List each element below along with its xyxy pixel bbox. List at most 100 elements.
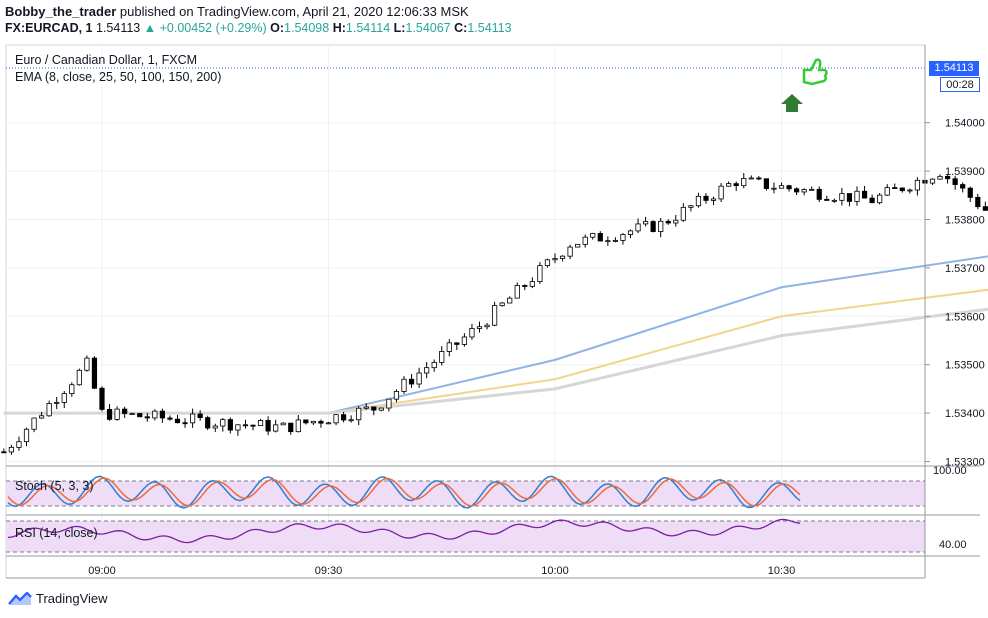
close-label: C: <box>454 21 468 35</box>
candle-body <box>295 419 301 433</box>
candle-body <box>597 233 603 242</box>
candle-body <box>507 297 513 304</box>
y-tick-label: 1.53900 <box>945 166 985 178</box>
up-arrow-icon: ▲ <box>143 21 157 35</box>
candle-body <box>250 424 256 427</box>
candle-body <box>861 190 868 199</box>
candle-body <box>386 398 392 409</box>
candle-body <box>114 408 120 420</box>
candle-body <box>907 189 913 192</box>
x-tick-label: 10:30 <box>768 565 796 577</box>
candle-body <box>265 420 271 432</box>
candle-body <box>137 413 143 418</box>
candle-body <box>310 420 317 424</box>
candle-body <box>144 416 150 419</box>
candle-body <box>69 384 75 394</box>
candle-body <box>718 185 724 200</box>
candle-body <box>378 407 384 411</box>
high-value: 1.54114 <box>345 21 391 35</box>
candle-body <box>129 413 135 415</box>
candle-body <box>408 378 415 385</box>
candle-body <box>16 441 22 448</box>
candle-body <box>242 424 249 427</box>
candle-body <box>673 219 679 224</box>
candle-body <box>31 417 37 430</box>
candle-body <box>174 418 181 424</box>
open-label: O: <box>270 21 285 35</box>
candle-body <box>839 193 845 201</box>
candle-body <box>205 417 211 429</box>
candle-body <box>537 265 543 282</box>
candle-body <box>726 183 732 187</box>
candle-body <box>416 372 422 385</box>
candle-body <box>23 428 30 443</box>
candles <box>1 173 988 455</box>
candle-body <box>189 413 196 424</box>
thumbs-up-icon <box>802 58 828 86</box>
candle-body <box>167 417 173 420</box>
candle-body <box>741 178 747 187</box>
candle-body <box>227 419 233 431</box>
candle-body <box>469 328 475 338</box>
rsi-band <box>6 521 925 552</box>
legend-stoch[interactable]: Stoch (5, 3, 3) <box>15 479 94 493</box>
candle-body <box>529 281 535 287</box>
ohlc-bar: FX:EURCAD, 1 1.54113 ▲ +0.00452 (+0.29%)… <box>5 21 512 35</box>
candle-body <box>831 199 837 202</box>
candle-body <box>257 420 264 427</box>
candle-body <box>710 198 717 201</box>
candle-body <box>794 188 800 193</box>
candle-body <box>91 357 98 389</box>
open-value: 1.54098 <box>284 21 330 35</box>
high-label: H: <box>332 21 346 35</box>
candle-body <box>288 422 294 433</box>
author-name[interactable]: Bobby_the_trader <box>5 4 117 19</box>
candle-body <box>348 419 354 422</box>
candle-body <box>786 185 792 190</box>
candle-body <box>99 387 105 410</box>
rsi-line <box>7 518 801 544</box>
candle-body <box>756 177 762 180</box>
candle-body <box>695 195 702 207</box>
legend-ema[interactable]: EMA (8, close, 25, 50, 100, 150, 200) <box>15 70 222 84</box>
candle-body <box>159 410 165 419</box>
candle-body <box>197 413 203 419</box>
candle-body <box>446 342 452 352</box>
change-value: +0.00452 (+0.29%) <box>159 21 267 35</box>
candle-body <box>582 236 588 245</box>
candle-body <box>39 415 45 419</box>
candle-body <box>484 324 490 328</box>
candle-body <box>46 403 52 417</box>
y-tick-label: 1.53600 <box>945 311 985 323</box>
ema-line <box>3 307 988 415</box>
candle-body <box>439 351 445 363</box>
candle-body <box>816 188 822 200</box>
candle-body <box>454 342 460 345</box>
footer-brand[interactable]: TradingView <box>8 591 108 606</box>
stoch-tick-label: 100.00 <box>933 465 967 477</box>
candle-body <box>514 285 520 299</box>
candle-body <box>499 302 505 307</box>
candle-body <box>340 414 347 421</box>
candle-body <box>967 187 973 198</box>
candle-body <box>982 206 988 211</box>
legend-rsi[interactable]: RSI (14, close) <box>15 526 98 540</box>
bar-countdown: 00:28 <box>940 77 980 92</box>
rsi-tick-label: 40.00 <box>939 539 967 551</box>
legend-main[interactable]: Euro / Canadian Dollar, 1, FXCM <box>15 53 198 67</box>
candle-body <box>778 185 785 189</box>
candle-body <box>61 393 67 403</box>
candle-body <box>461 336 468 345</box>
candle-body <box>491 305 498 326</box>
candle-body <box>575 243 581 248</box>
candle-body <box>552 258 558 261</box>
candle-body <box>318 420 324 424</box>
publish-info: Bobby_the_trader published on TradingVie… <box>5 4 469 19</box>
candle-body <box>929 178 936 184</box>
candle-body <box>763 178 770 189</box>
candle-body <box>869 197 875 204</box>
candle-body <box>559 255 566 259</box>
candle-body <box>937 175 943 180</box>
candle-body <box>152 410 158 419</box>
